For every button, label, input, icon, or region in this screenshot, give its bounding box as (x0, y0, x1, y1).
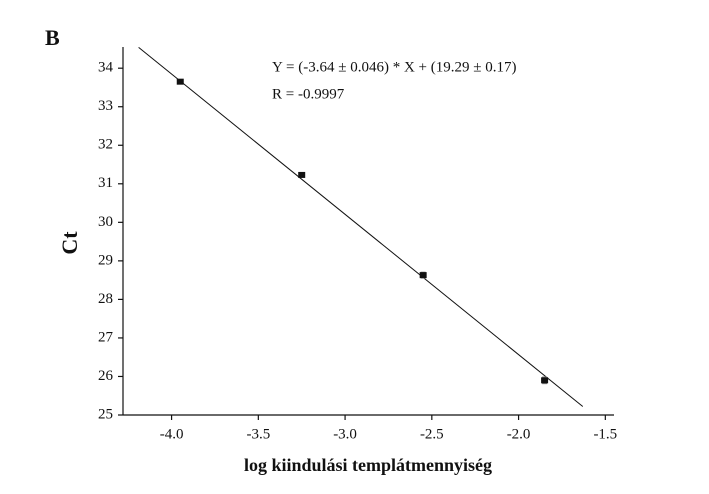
point (298, 171, 306, 178)
y-axis-label: Ct (57, 231, 82, 255)
y-tick-label: 34 (98, 60, 114, 76)
fit-line (138, 46, 584, 407)
y-tick-label: 28 (98, 291, 113, 307)
x-tick-label: -2.5 (420, 426, 444, 442)
x-axis-label: log kiindulási templátmennyiség (244, 455, 492, 475)
point (541, 377, 549, 384)
panel-label: B (45, 25, 60, 50)
annotation: Y = (-3.64 ± 0.046) * X + (19.29 ± 0.17) (272, 59, 516, 75)
y-tick-label: 26 (98, 368, 114, 384)
x-tick-label: -1.5 (593, 426, 617, 442)
y-tick-label: 32 (98, 137, 113, 153)
y-tick-label: 25 (98, 406, 113, 422)
y-tick-label: 31 (98, 175, 113, 191)
x-tick-label: -2.0 (507, 426, 531, 442)
y-tick-label: 29 (98, 252, 113, 268)
point (176, 78, 184, 85)
x-tick-label: -4.0 (160, 426, 184, 442)
y-tick-label: 27 (98, 329, 114, 345)
annotation: R = -0.9997 (272, 86, 345, 102)
point (419, 272, 427, 279)
x-tick-label: -3.0 (333, 426, 357, 442)
y-tick-label: 33 (98, 98, 113, 114)
x-tick-label: -3.5 (246, 426, 270, 442)
y-tick-label: 30 (98, 214, 113, 230)
